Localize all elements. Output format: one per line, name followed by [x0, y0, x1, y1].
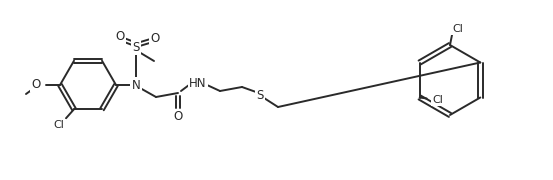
Text: Cl: Cl — [452, 24, 463, 34]
Text: Cl: Cl — [54, 120, 65, 130]
Text: HN: HN — [189, 76, 207, 89]
Text: O: O — [150, 31, 160, 44]
Text: S: S — [256, 89, 264, 102]
Text: S: S — [132, 40, 140, 53]
Text: Cl: Cl — [432, 94, 443, 105]
Text: O: O — [32, 78, 41, 91]
Text: N: N — [132, 78, 140, 91]
Text: O: O — [174, 111, 182, 123]
Text: O: O — [116, 30, 124, 42]
